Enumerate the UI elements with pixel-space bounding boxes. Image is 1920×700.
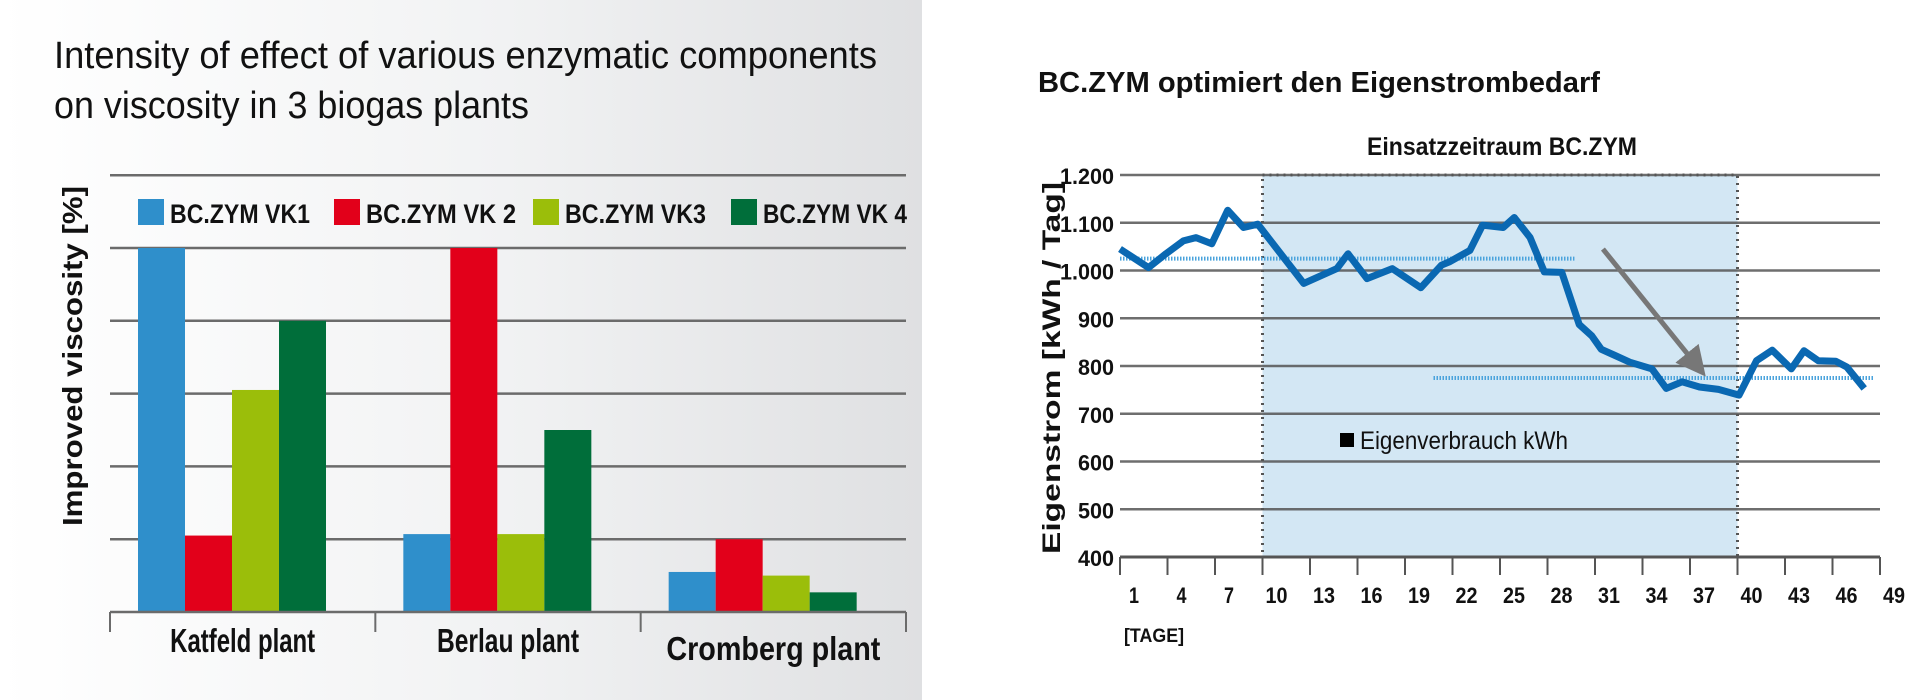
x-tick-label: 1 bbox=[1129, 583, 1139, 608]
bar bbox=[403, 534, 451, 612]
bar bbox=[668, 571, 716, 612]
average-lines bbox=[1120, 256, 1874, 380]
chart-title: BC.ZYM optimiert den Eigenstrombedarf bbox=[1038, 67, 1600, 99]
legend-swatch bbox=[533, 199, 559, 225]
legend: Eigenverbrauch kWh bbox=[1340, 427, 1568, 455]
y-tick-label: 400 bbox=[1078, 546, 1114, 571]
series-line bbox=[1118, 206, 1867, 399]
y-tick-label: 500 bbox=[1078, 498, 1114, 523]
category-label: Cromberg plant bbox=[666, 630, 880, 667]
bar bbox=[762, 575, 810, 612]
bar-chart: Intensity of effect of various enzymatic… bbox=[0, 0, 922, 700]
bar bbox=[279, 320, 326, 612]
legend-swatch bbox=[138, 199, 164, 225]
x-tick-label: 10 bbox=[1266, 583, 1288, 608]
bar bbox=[450, 248, 498, 612]
bar bbox=[715, 539, 763, 612]
bar bbox=[232, 389, 279, 612]
x-tick-label: 28 bbox=[1551, 583, 1573, 608]
data-line bbox=[1118, 206, 1867, 399]
x-tick-label: 49 bbox=[1883, 583, 1905, 608]
x-tick-label: 37 bbox=[1693, 583, 1715, 608]
x-tick-label: 25 bbox=[1503, 583, 1525, 608]
x-tick-label: 40 bbox=[1741, 583, 1763, 608]
y-tick-label: 800 bbox=[1078, 355, 1114, 380]
y-tick-label: 1.200 bbox=[1060, 164, 1114, 189]
bar bbox=[544, 430, 592, 612]
x-tick-label: 46 bbox=[1836, 583, 1858, 608]
x-axis-label: [TAGE] bbox=[1124, 626, 1184, 647]
category-label: Katfeld plant bbox=[170, 622, 315, 659]
highlight-region-label: Einsatzzeitraum BC.ZYM bbox=[1367, 133, 1637, 161]
y-tick-label: 600 bbox=[1078, 451, 1114, 476]
x-tick-label: 19 bbox=[1408, 583, 1430, 608]
y-tick-label: 1.000 bbox=[1060, 260, 1114, 285]
bar bbox=[138, 248, 185, 612]
x-tick-label: 4 bbox=[1177, 583, 1188, 608]
y-axis-label: Improved viscosity [%] bbox=[57, 186, 88, 526]
chart-title-line-2: on viscosity in 3 biogas plants bbox=[54, 85, 529, 127]
legend-label: Eigenverbrauch kWh bbox=[1360, 427, 1568, 455]
legend-label: BC.ZYM VK 2 bbox=[366, 199, 516, 229]
x-tick-label: 7 bbox=[1224, 583, 1234, 608]
x-axis: Katfeld plant Berlau plant Cromberg plant bbox=[109, 610, 907, 667]
trend-arrow bbox=[1600, 247, 1706, 377]
axes: 1.200 1.100 1.000 900 800 700 600 500 400 1 4 7 10 13… bbox=[1060, 164, 1905, 608]
bar bbox=[185, 535, 232, 612]
legend-swatch bbox=[1340, 433, 1354, 447]
x-tick-label: 34 bbox=[1646, 583, 1669, 608]
legend-label: BC.ZYM VK1 bbox=[170, 199, 310, 229]
y-tick-label: 1.100 bbox=[1060, 212, 1114, 237]
y-axis-label: Eigenstrom [kWh / Tag] bbox=[1038, 182, 1066, 554]
line-chart: BC.ZYM optimiert den Eigenstrombedarf 1.… bbox=[1038, 67, 1905, 647]
legend-swatch bbox=[731, 199, 757, 225]
arrow bbox=[1600, 247, 1706, 377]
bars bbox=[138, 248, 857, 612]
legend-label: BC.ZYM VK 4 bbox=[763, 199, 907, 229]
category-label: Berlau plant bbox=[437, 622, 579, 659]
x-tick-label: 22 bbox=[1456, 583, 1478, 608]
chart-title-line-1: Intensity of effect of various enzymatic… bbox=[54, 35, 877, 77]
legend-swatch bbox=[334, 199, 360, 225]
x-tick-label: 31 bbox=[1598, 583, 1620, 608]
y-tick-label: 700 bbox=[1078, 403, 1114, 428]
bar bbox=[497, 534, 545, 612]
legend-label: BC.ZYM VK3 bbox=[565, 199, 706, 229]
x-tick-label: 13 bbox=[1313, 583, 1335, 608]
y-tick-label: 900 bbox=[1078, 307, 1114, 332]
x-tick-label: 43 bbox=[1788, 583, 1810, 608]
bar bbox=[809, 592, 857, 612]
x-tick-label: 16 bbox=[1361, 583, 1383, 608]
legend: BC.ZYM VK1 BC.ZYM VK 2 BC.ZYM VK3 BC.ZYM VK… bbox=[138, 199, 907, 229]
